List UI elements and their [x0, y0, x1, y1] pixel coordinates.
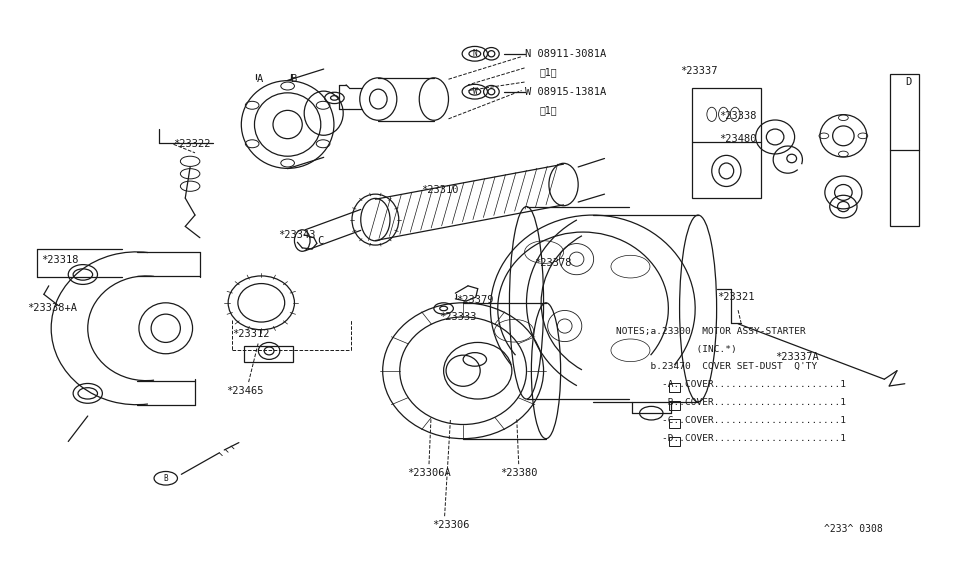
- Text: （1）: （1）: [539, 67, 557, 77]
- Text: N: N: [473, 49, 477, 58]
- Text: *23312: *23312: [232, 329, 269, 339]
- Text: *23480: *23480: [720, 134, 757, 144]
- Text: *23322: *23322: [174, 139, 211, 149]
- Text: *23310: *23310: [421, 185, 458, 195]
- Text: *23333: *23333: [439, 312, 476, 322]
- Text: *23306: *23306: [432, 520, 469, 530]
- Text: *23321: *23321: [717, 292, 754, 302]
- Bar: [669, 419, 680, 428]
- Text: D: D: [905, 77, 911, 87]
- Text: -A..COVER......................1: -A..COVER......................1: [616, 380, 846, 389]
- Text: b.23470  COVER SET-DUST  Q'TY: b.23470 COVER SET-DUST Q'TY: [616, 362, 817, 371]
- Text: C: C: [317, 235, 323, 246]
- Bar: [890, 74, 919, 226]
- Text: W: W: [473, 87, 477, 96]
- Text: -C..COVER......................1: -C..COVER......................1: [616, 416, 846, 425]
- Text: *23338: *23338: [720, 111, 757, 121]
- Text: *23379: *23379: [456, 295, 493, 305]
- Bar: [669, 401, 680, 410]
- Text: -D..COVER......................1: -D..COVER......................1: [616, 434, 846, 443]
- Text: NOTES;a.23300  MOTOR ASSY-STARTER: NOTES;a.23300 MOTOR ASSY-STARTER: [616, 327, 806, 336]
- Bar: [244, 346, 292, 362]
- Text: (INC.*): (INC.*): [616, 345, 737, 354]
- Text: -B..COVER......................1: -B..COVER......................1: [616, 398, 846, 408]
- Text: *23338+A: *23338+A: [27, 303, 77, 314]
- Bar: [669, 383, 680, 392]
- Text: W 08915-1381A: W 08915-1381A: [525, 87, 605, 97]
- Bar: [692, 88, 760, 198]
- Text: *23465: *23465: [226, 385, 263, 396]
- Text: *23343: *23343: [278, 230, 315, 240]
- Text: （1）: （1）: [539, 105, 557, 115]
- Text: *23380: *23380: [500, 468, 537, 478]
- Text: ^233^ 0308: ^233^ 0308: [824, 524, 882, 534]
- Text: *23378: *23378: [534, 258, 571, 268]
- Text: *23337: *23337: [681, 66, 718, 76]
- Text: B: B: [291, 74, 296, 84]
- Text: *23318: *23318: [41, 255, 78, 265]
- Bar: [669, 437, 680, 446]
- Text: N 08911-3081A: N 08911-3081A: [525, 49, 605, 59]
- Text: A: A: [256, 74, 262, 84]
- Text: *23306A: *23306A: [408, 468, 451, 478]
- Text: *23337A: *23337A: [775, 351, 819, 362]
- Text: B: B: [164, 474, 168, 483]
